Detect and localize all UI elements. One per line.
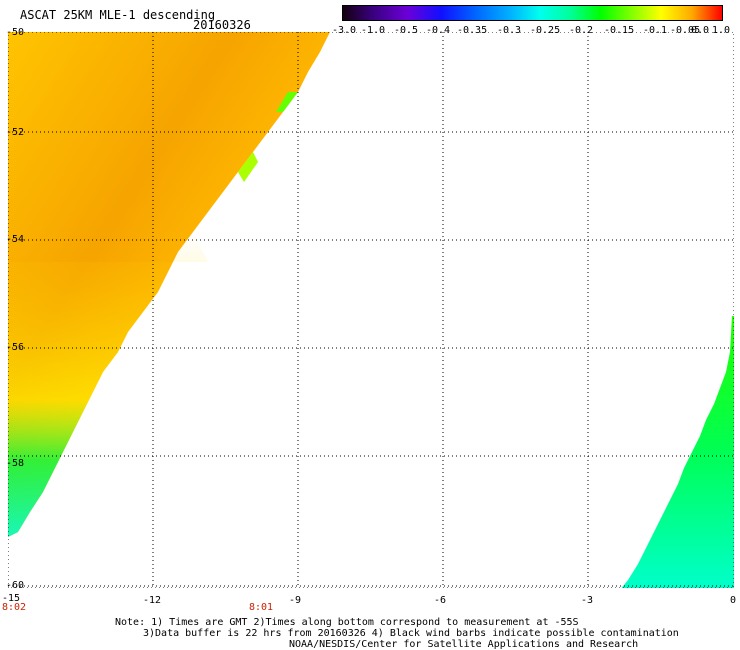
lat-label: -60 xyxy=(6,580,25,591)
lat-label: -54 xyxy=(6,234,25,245)
color-scale-label: -0.3 xyxy=(497,25,522,36)
lon-label: -12 xyxy=(143,595,162,606)
graticule xyxy=(8,32,734,588)
color-scale-label: -0.15 xyxy=(604,25,635,36)
swath-edge-patch xyxy=(238,152,258,182)
lon-label: -3 xyxy=(581,595,594,606)
lon-label: -9 xyxy=(289,595,302,606)
lon-label: -6 xyxy=(434,595,447,606)
wind-map xyxy=(8,32,734,588)
lon-label: -15 xyxy=(2,593,21,604)
swath-right xyxy=(621,316,734,588)
color-scale-label: -0.25 xyxy=(530,25,561,36)
lon-label: 0 xyxy=(730,595,737,606)
color-scale-label: -0.35 xyxy=(457,25,488,36)
footnote-credit: NOAA/NESDIS/Center for Satellite Applica… xyxy=(289,639,639,650)
product-title: ASCAT 25KM MLE-1 descending xyxy=(20,8,216,22)
color-scale-label: -3.0 xyxy=(332,25,357,36)
color-scale-label: -0.05 xyxy=(670,25,701,36)
color-scale-label: -1.0 xyxy=(361,25,386,36)
color-scale-bar xyxy=(342,5,723,21)
footnote-line: 3)Data buffer is 22 hrs from 20160326 4)… xyxy=(143,628,679,639)
color-scale-label: -0.4 xyxy=(426,25,451,36)
color-scale-label: 0.0 xyxy=(691,25,710,36)
lat-label: -50 xyxy=(6,27,25,38)
color-scale-label: -0.5 xyxy=(394,25,419,36)
color-scale-labels: -3.0 -1.0 -0.5 -0.4 -0.35 -0.3 -0.25 -0.… xyxy=(332,25,732,39)
swath-edge-patch xyxy=(276,92,298,112)
product-date: 20160326 xyxy=(193,18,251,32)
lat-label: -52 xyxy=(6,127,25,138)
swath-left xyxy=(8,32,330,537)
footnote-line: Note: 1) Times are GMT 2)Times along bot… xyxy=(115,617,579,628)
lat-label: -58 xyxy=(6,458,25,469)
time-label: 8:01 xyxy=(249,602,274,613)
color-scale-label: 1.0 xyxy=(712,25,731,36)
color-scale-label: -0.1 xyxy=(643,25,668,36)
swath-left-overlay xyxy=(8,232,208,537)
color-scale-label: -0.2 xyxy=(569,25,594,36)
time-label: 8:02 xyxy=(2,602,27,613)
lat-label: -56 xyxy=(6,342,25,353)
